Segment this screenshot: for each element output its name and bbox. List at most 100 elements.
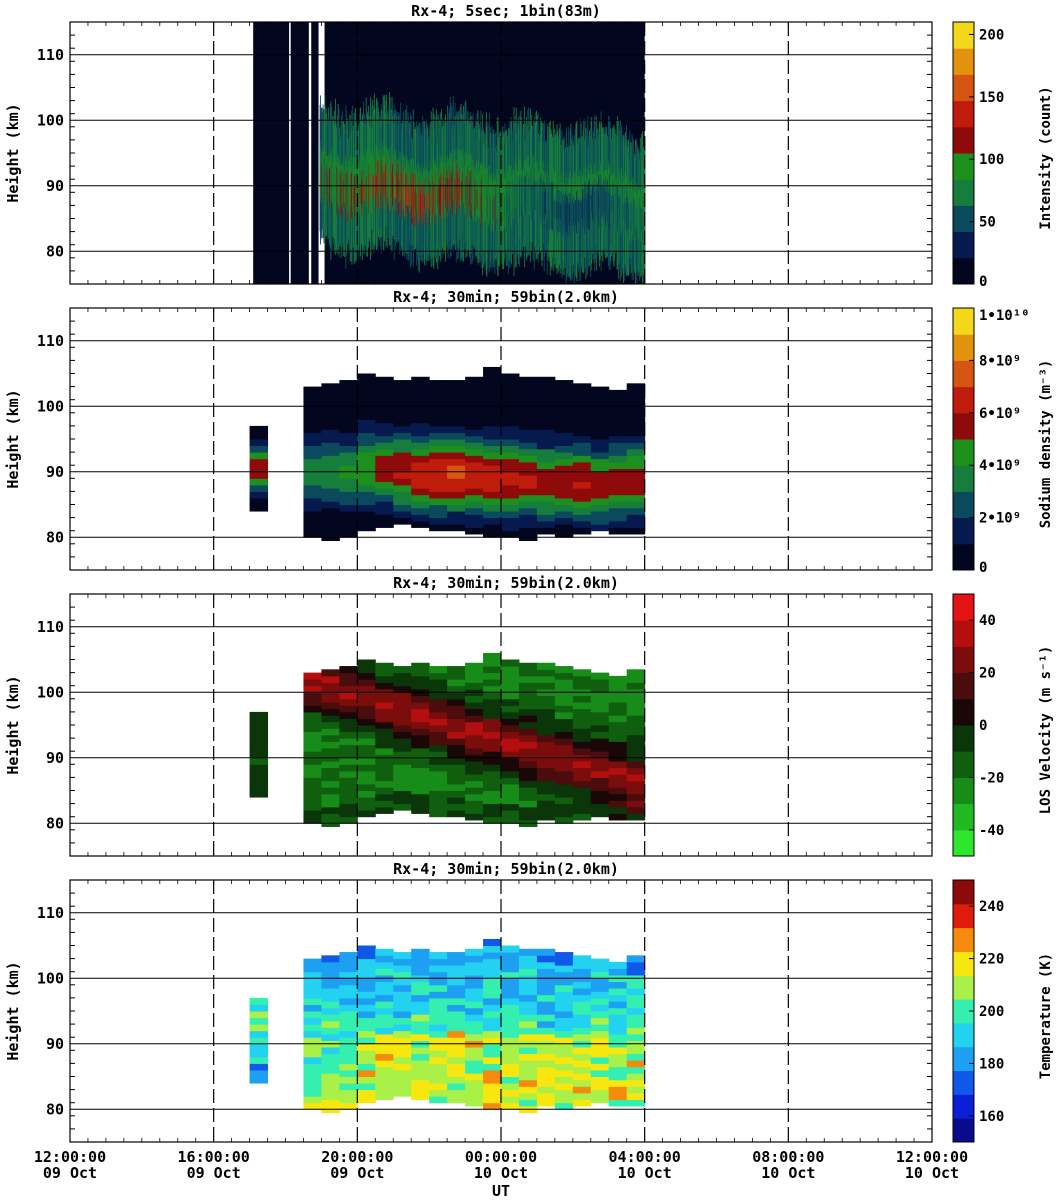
heatmap-cell: [357, 978, 375, 985]
heatmap-cell: [429, 1031, 447, 1038]
heatmap-cell: [519, 800, 537, 807]
heatmap-cell: [537, 377, 555, 384]
heatmap-cell: [573, 475, 591, 482]
heatmap-cell: [483, 1057, 501, 1064]
heatmap-cell: [537, 768, 555, 775]
heatmap-cell: [411, 377, 429, 384]
heatmap-cell: [339, 1018, 357, 1025]
heatmap-cell: [501, 491, 519, 498]
heatmap-cell: [591, 1063, 609, 1070]
heatmap-cell: [537, 949, 555, 956]
colorbar-tick-label: 50: [979, 215, 996, 231]
heatmap-cell: [555, 718, 573, 725]
heatmap-cell: [501, 718, 519, 725]
heatmap-cell: [465, 436, 483, 443]
heatmap-cell: [465, 495, 483, 502]
heatmap-cell: [411, 514, 429, 521]
colorbar-segment: [953, 1047, 974, 1071]
heatmap-cell: [627, 807, 645, 814]
heatmap-cell: [555, 1063, 573, 1070]
heatmap-cell: [357, 965, 375, 972]
heatmap-cell: [591, 1070, 609, 1077]
colorbar-segment: [953, 491, 974, 518]
heatmap-cell: [627, 722, 645, 729]
heatmap-cell: [591, 406, 609, 413]
heatmap-cell: [519, 1060, 537, 1067]
heatmap-cell: [375, 521, 393, 528]
heatmap-cell: [519, 455, 537, 462]
heatmap-cell: [429, 705, 447, 712]
heatmap-cell: [483, 764, 501, 771]
colorbar-segment: [953, 830, 974, 857]
heatmap-cell: [573, 482, 591, 489]
heatmap-cell: [627, 955, 645, 962]
heatmap-cell: [519, 807, 537, 814]
heatmap-cell: [519, 696, 537, 703]
heatmap-cell: [375, 728, 393, 735]
heatmap-cell: [339, 452, 357, 459]
heatmap-cell: [429, 1018, 447, 1025]
heatmap-cell: [339, 419, 357, 426]
heatmap-cell: [519, 968, 537, 975]
heatmap-cell: [537, 682, 555, 689]
heatmap-cell: [573, 741, 591, 748]
heatmap-cell: [537, 663, 555, 670]
heatmap-cell: [609, 501, 627, 508]
heatmap-cell: [250, 1004, 268, 1011]
heatmap-cell: [573, 968, 591, 975]
heatmap-cell: [393, 387, 411, 394]
heatmap-cell: [501, 712, 519, 719]
heatmap-cell: [429, 518, 447, 525]
colorbar-tick-label: 200: [979, 27, 1004, 43]
heatmap-cell: [537, 1086, 555, 1093]
heatmap-cell: [429, 505, 447, 512]
heatmap-cell: [573, 1008, 591, 1015]
heatmap-cell: [465, 682, 483, 689]
heatmap-cell: [573, 488, 591, 495]
heatmap-cell: [429, 406, 447, 413]
heatmap-cell: [339, 985, 357, 992]
colorbar-segment: [953, 360, 974, 387]
heatmap-cell: [627, 676, 645, 683]
heatmap-cell: [357, 791, 375, 798]
heatmap-cell: [411, 768, 429, 775]
heatmap-cell: [375, 949, 393, 956]
heatmap-cell: [375, 442, 393, 449]
heatmap-cell: [250, 478, 268, 485]
heatmap-cell: [411, 728, 429, 735]
heatmap-cell: [339, 472, 357, 479]
heatmap-cell: [555, 413, 573, 420]
heatmap-cell: [303, 1057, 321, 1064]
heatmap-cell: [591, 712, 609, 719]
heatmap-cell: [303, 764, 321, 771]
heatmap-cell: [609, 781, 627, 788]
heatmap-cell: [447, 1044, 465, 1051]
heatmap-cell: [339, 459, 357, 466]
heatmap-cell: [519, 715, 537, 722]
y-tick-label: 110: [37, 332, 64, 350]
heatmap-cell: [501, 738, 519, 745]
heatmap-cell: [429, 439, 447, 446]
heatmap-cell: [411, 676, 429, 683]
heatmap-cell: [393, 686, 411, 693]
heatmap-cell: [609, 1034, 627, 1041]
heatmap-cell: [250, 784, 268, 791]
heatmap-cell: [429, 1083, 447, 1090]
heatmap-cell: [501, 784, 519, 791]
heatmap-cell: [375, 982, 393, 989]
heatmap-cell: [573, 1021, 591, 1028]
heatmap-cell: [303, 387, 321, 394]
heatmap-cell: [429, 972, 447, 979]
heatmap-cell: [555, 1103, 573, 1110]
heatmap-cell: [501, 446, 519, 453]
heatmap-cell: [501, 1057, 519, 1064]
heatmap-cell: [483, 374, 501, 381]
heatmap-cell: [411, 682, 429, 689]
heatmap-cell: [465, 735, 483, 742]
heatmap-cell: [303, 452, 321, 459]
heatmap-cell: [573, 955, 591, 962]
heatmap-cell: [501, 518, 519, 525]
heatmap-cell: [250, 732, 268, 739]
